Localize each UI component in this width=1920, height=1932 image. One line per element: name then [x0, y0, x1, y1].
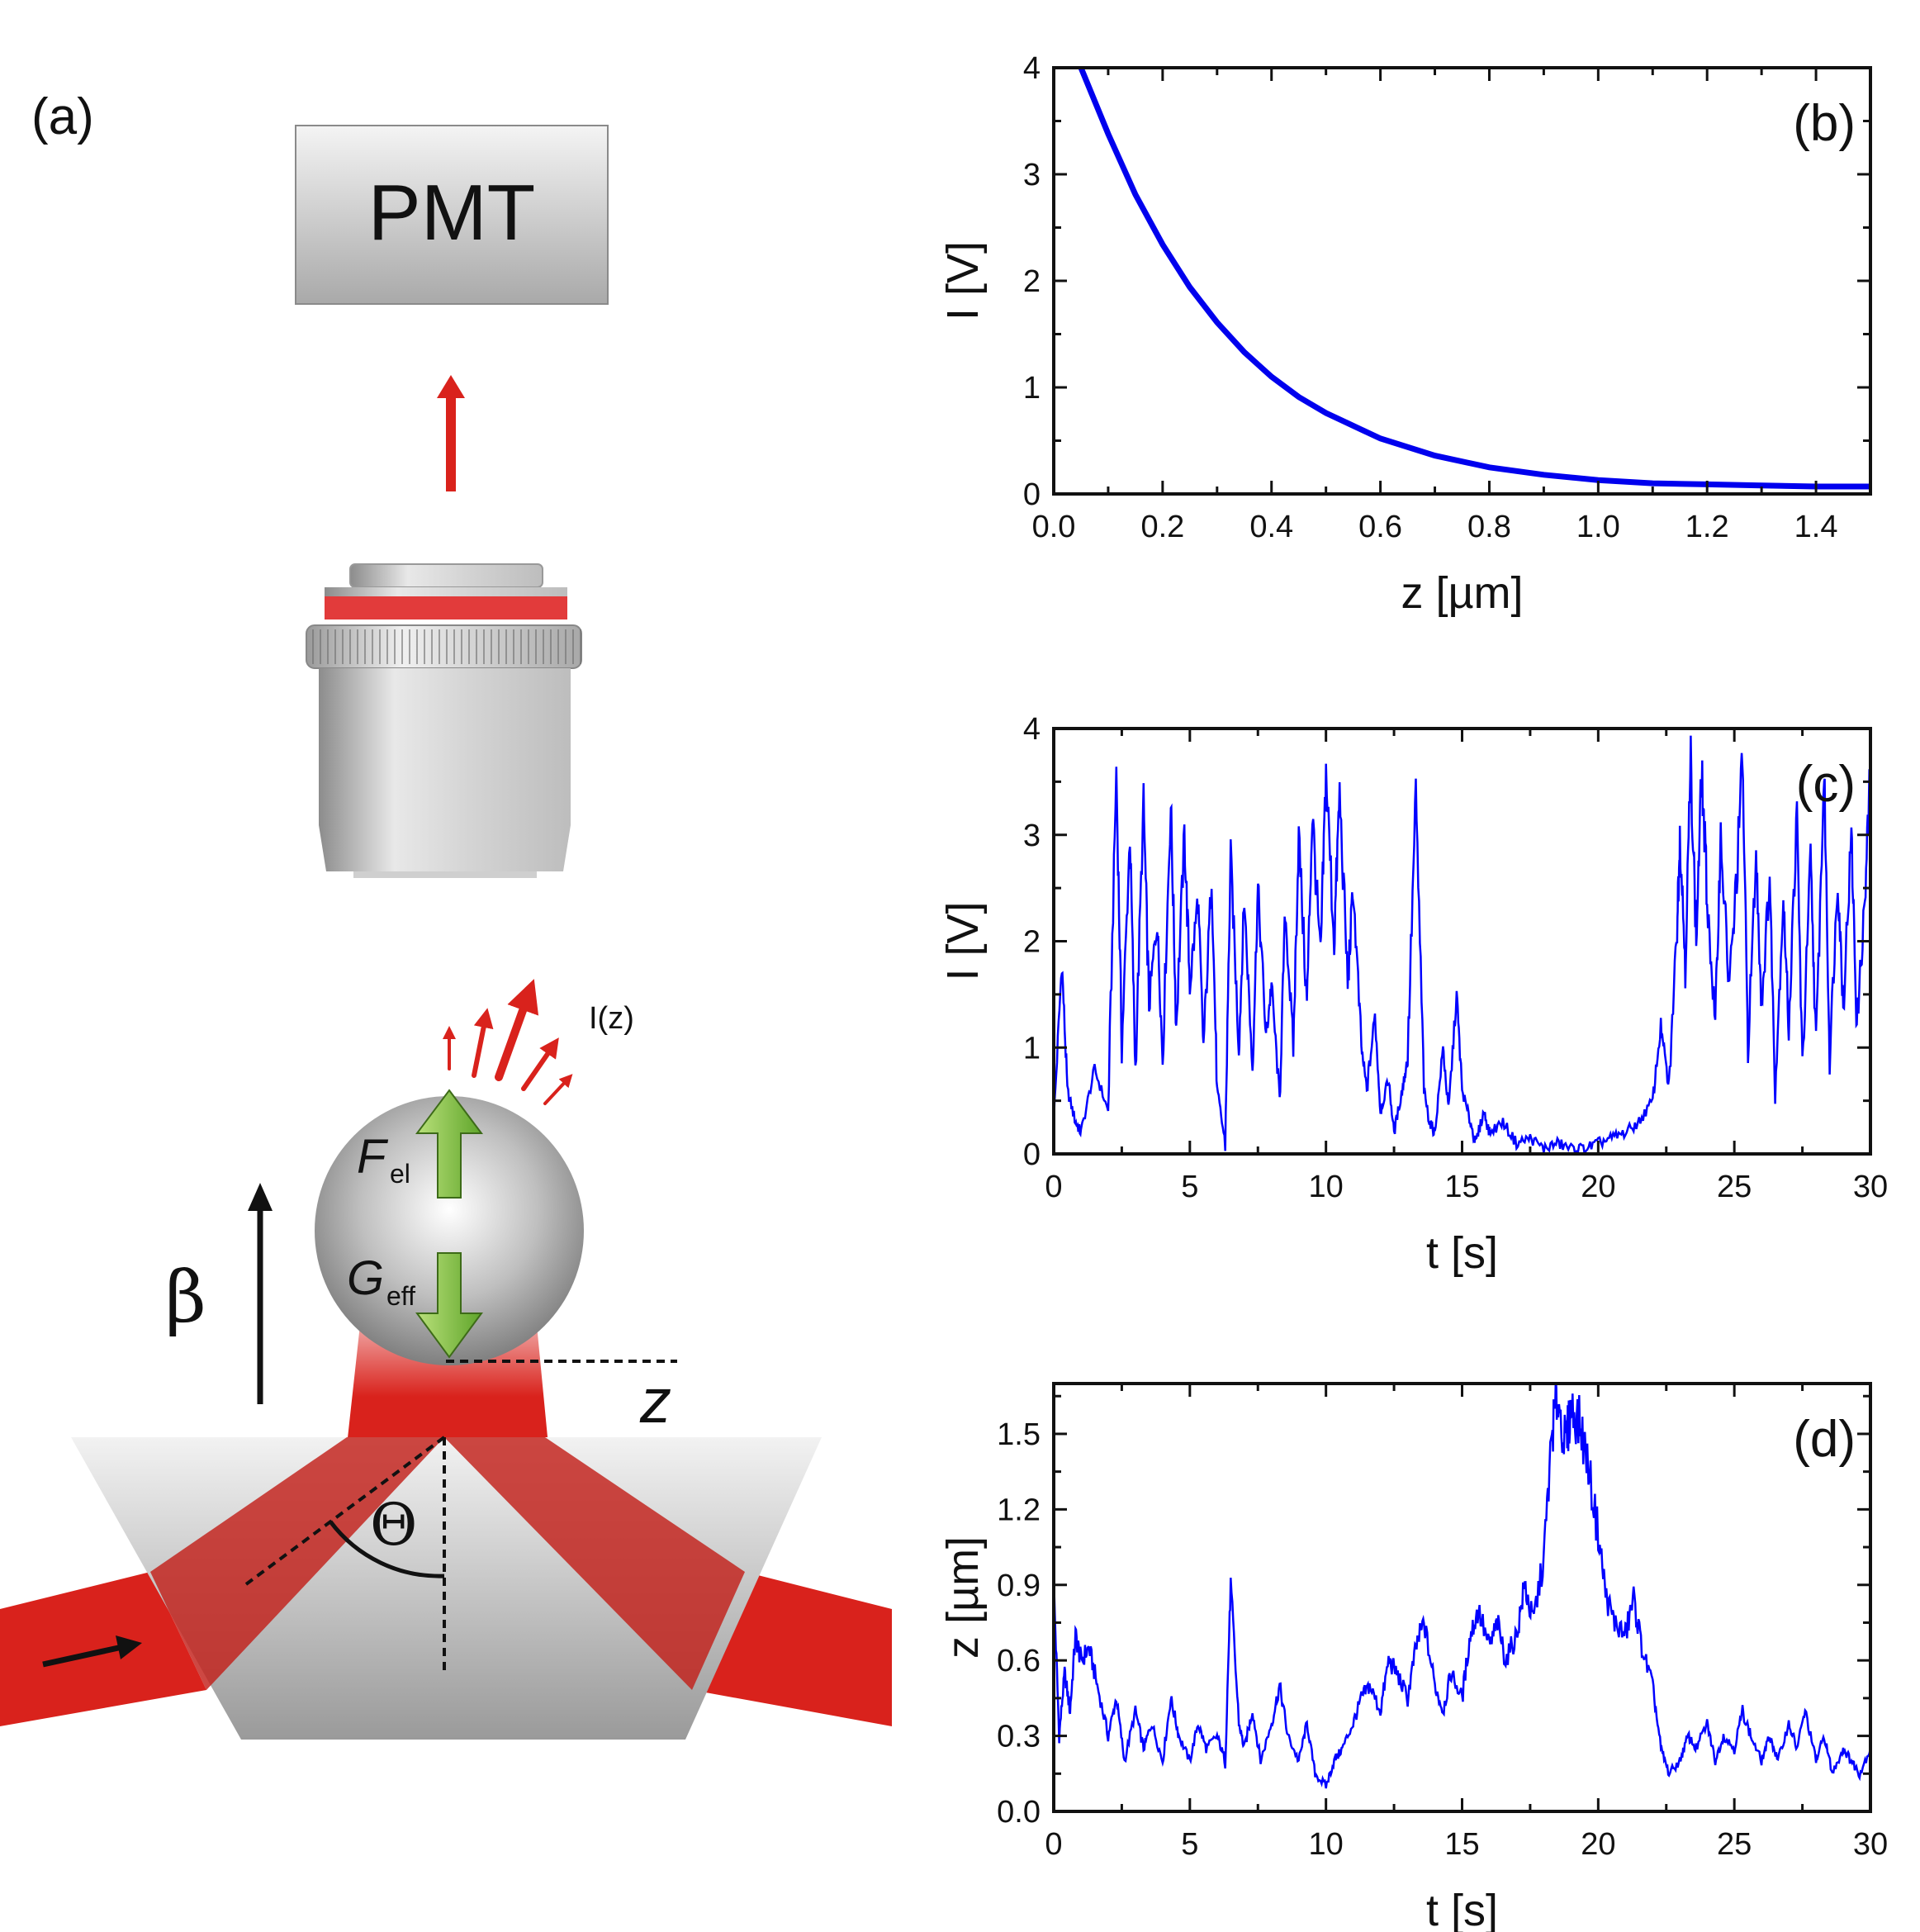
panel-label-d: (d): [1793, 1411, 1856, 1468]
series-line-c-0: [1054, 735, 1870, 1154]
x-tick-label-c: 30: [1853, 1170, 1888, 1204]
y-tick-label-d: 0.9: [997, 1569, 1041, 1603]
x-tick-label-b: 0.0: [1032, 510, 1076, 544]
y-tick-label-d: 1.5: [997, 1417, 1041, 1452]
y-tick-label-d: 1.2: [997, 1493, 1041, 1527]
x-tick-label-b: 1.2: [1685, 510, 1729, 544]
y-tick-label-b: 1: [1023, 371, 1041, 406]
x-axis-title-b: z [µm]: [1401, 568, 1523, 618]
force-eff-symbol: G: [347, 1251, 384, 1305]
x-tick-label-d: 20: [1581, 1827, 1615, 1862]
x-tick-label-d: 10: [1309, 1827, 1344, 1862]
x-tick-label-b: 0.4: [1249, 510, 1293, 544]
x-tick-label-d: 25: [1717, 1827, 1752, 1862]
panel-a-label: (a): [31, 88, 94, 145]
force-up-arrow-icon: [415, 1089, 483, 1199]
y-tick-label-b: 3: [1023, 158, 1041, 192]
y-tick-label-c: 2: [1023, 925, 1041, 960]
particle-sphere: [315, 1096, 584, 1365]
angle-label: Θ: [370, 1491, 417, 1559]
intensity-label: I(z): [589, 1001, 634, 1036]
beta-label: β: [165, 1256, 206, 1339]
y-axis-title-c: I [V]: [938, 901, 988, 980]
pmt-label: PMT: [368, 169, 536, 257]
x-axis-title-c: t [s]: [1426, 1228, 1498, 1278]
x-axis-title-d: t [s]: [1426, 1886, 1498, 1932]
x-tick-label-b: 0.6: [1358, 510, 1402, 544]
panel-label-b: (b): [1793, 95, 1856, 152]
y-axis-title-d: z [µm]: [938, 1536, 988, 1659]
force-eff-subscript: eff: [386, 1281, 415, 1311]
force-el-symbol: F: [357, 1130, 389, 1184]
x-tick-label-d: 15: [1444, 1827, 1479, 1862]
y-tick-label-d: 0.6: [997, 1644, 1041, 1678]
objective-lens-icon: [306, 563, 582, 878]
angle-arc: [328, 1520, 445, 1578]
series-line-d-0: [1054, 1384, 1870, 1789]
series-line-b-0: [1078, 68, 1870, 490]
y-tick-label-c: 3: [1023, 819, 1041, 853]
x-tick-label-c: 15: [1444, 1170, 1479, 1204]
chart-panel-c: 0 5 10 15 20 25 30 0 1 2 3 4 t [s] I [V] (c): [938, 712, 1888, 1278]
plot-frame-b: [1052, 66, 1872, 496]
x-tick-label-c: 0: [1045, 1170, 1062, 1204]
y-tick-label-c: 4: [1023, 712, 1041, 747]
y-tick-label-d: 0.3: [997, 1720, 1041, 1754]
x-tick-label-c: 25: [1717, 1170, 1752, 1204]
y-tick-label-b: 0: [1023, 477, 1041, 512]
x-tick-label-b: 1.0: [1576, 510, 1620, 544]
plot-frame-d: [1052, 1382, 1872, 1813]
y-tick-label-c: 0: [1023, 1137, 1041, 1172]
y-tick-label-d: 0.0: [997, 1795, 1041, 1830]
x-tick-label-b: 1.4: [1794, 510, 1838, 544]
x-tick-label-c: 20: [1581, 1170, 1615, 1204]
y-axis-title-b: I [V]: [938, 241, 988, 320]
force-down-arrow-icon: [415, 1252, 483, 1359]
x-tick-label-c: 5: [1181, 1170, 1198, 1204]
distance-label: z: [639, 1366, 671, 1436]
x-tick-label-d: 0: [1045, 1827, 1062, 1862]
chart-panel-d: 0 5 10 15 20 25 30 0.0 0.3 0.6 0.9 1.2 1.5 t [s] z [µm…: [938, 1382, 1888, 1932]
x-tick-label-c: 10: [1309, 1170, 1344, 1204]
laser-beam-inside-right: [444, 1437, 745, 1690]
beta-arrow-icon: [248, 1183, 273, 1404]
panel-label-c: (c): [1796, 756, 1856, 813]
pmt-detector: PMT: [295, 125, 609, 305]
x-tick-label-b: 0.8: [1467, 510, 1511, 544]
input-direction-arrow-icon: [42, 1635, 142, 1668]
schematic-panel: (a) PMT F el G: [0, 88, 892, 1740]
y-tick-label-b: 2: [1023, 264, 1041, 299]
scattered-light-arrows: [443, 979, 573, 1105]
chart-panel-b: 0.0 0.2 0.4 0.6 0.8 1.0 1.2 1.4 0 1 2 3 4 z [µm] I [V]…: [938, 51, 1872, 618]
x-tick-label-d: 30: [1853, 1827, 1888, 1862]
y-tick-label-b: 4: [1023, 51, 1041, 86]
x-tick-label-d: 5: [1181, 1827, 1198, 1862]
laser-beam-inside-left: [150, 1437, 444, 1690]
emission-arrow-icon: [437, 375, 465, 491]
x-tick-label-b: 0.2: [1140, 510, 1184, 544]
y-tick-label-c: 1: [1023, 1031, 1041, 1066]
force-el-subscript: el: [390, 1159, 410, 1189]
